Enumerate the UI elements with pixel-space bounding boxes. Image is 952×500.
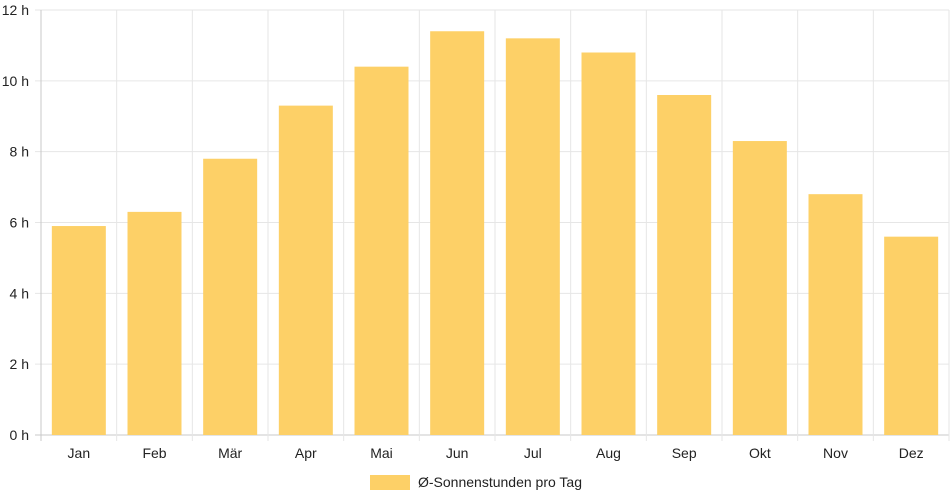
bar-sep[interactable]	[657, 95, 712, 435]
x-tick-label: Mai	[370, 445, 393, 461]
y-tick-label: 2 h	[10, 356, 29, 372]
grid-lines	[35, 9, 950, 441]
y-tick-label: 0 h	[10, 427, 29, 443]
legend-swatch	[370, 475, 410, 490]
x-tick-label: Sep	[672, 445, 697, 461]
bar-apr[interactable]	[278, 105, 333, 435]
bar-okt[interactable]	[732, 141, 787, 435]
bar-feb[interactable]	[127, 211, 182, 435]
x-tick-label: Mär	[218, 445, 242, 461]
bar-mai[interactable]	[354, 66, 409, 436]
legend-label: Ø-Sonnenstunden pro Tag	[418, 474, 582, 490]
x-axis-ticks: Jan Feb Mär Apr Mai Jun Jul Aug Sep Okt Nov Dez	[68, 445, 924, 461]
bar-jul[interactable]	[505, 38, 560, 435]
y-tick-label: 8 h	[10, 144, 29, 160]
x-tick-label: Apr	[295, 445, 317, 461]
bar-dez[interactable]	[884, 236, 939, 435]
x-tick-label: Jun	[446, 445, 469, 461]
bar-mär[interactable]	[203, 158, 258, 435]
bar-jan[interactable]	[51, 226, 106, 435]
bar-aug[interactable]	[581, 52, 636, 436]
x-tick-label: Jan	[68, 445, 91, 461]
x-tick-label: Feb	[142, 445, 166, 461]
y-tick-label: 4 h	[10, 285, 29, 301]
bars	[51, 31, 939, 436]
x-tick-label: Dez	[899, 445, 924, 461]
y-tick-label: 6 h	[10, 215, 29, 231]
bar-jun[interactable]	[430, 31, 485, 435]
x-tick-label: Aug	[596, 445, 621, 461]
x-tick-label: Jul	[524, 445, 542, 461]
x-tick-label: Okt	[749, 445, 771, 461]
legend[interactable]: Ø-Sonnenstunden pro Tag	[370, 474, 582, 490]
y-tick-label: 10 h	[2, 73, 29, 89]
y-axis-ticks: 0 h 2 h 4 h 6 h 8 h 10 h 12 h	[2, 2, 29, 443]
bar-nov[interactable]	[808, 194, 863, 435]
y-tick-label: 12 h	[2, 2, 29, 18]
x-tick-label: Nov	[823, 445, 848, 461]
